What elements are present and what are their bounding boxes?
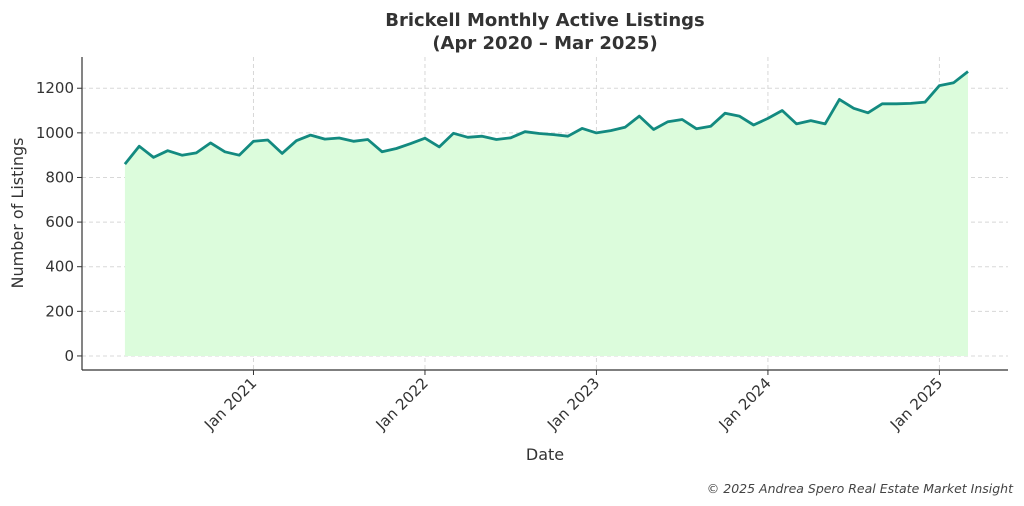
y-tick-label: 0	[64, 347, 74, 365]
y-tick-label: 600	[45, 213, 74, 231]
listings-line	[123, 70, 969, 165]
chart-title-line1: Brickell Monthly Active Listings	[385, 10, 705, 31]
data-points	[124, 71, 968, 165]
y-tick-label: 800	[45, 168, 74, 186]
y-tick-label: 200	[45, 302, 74, 320]
listings-area-fill	[124, 71, 968, 356]
y-tick-label: 1000	[36, 124, 74, 142]
chart-title-line2: (Apr 2020 – Mar 2025)	[432, 33, 657, 54]
x-tick-label: Jan 2022	[372, 374, 432, 434]
x-ticks: Jan 2021 Jan 2022 Jan 2023 Jan 2024 Jan 2025	[200, 370, 946, 434]
y-ticks: 0 200 400 600 800 1000 1200	[36, 79, 82, 365]
x-tick-label: Jan 2021	[200, 374, 260, 434]
x-tick-label: Jan 2025	[886, 374, 946, 434]
x-tick-label: Jan 2024	[715, 374, 775, 434]
y-axis-label: Number of Listings	[8, 138, 27, 289]
copyright-footer: © 2025 Andrea Spero Real Estate Market I…	[707, 481, 1014, 496]
y-tick-label: 1200	[36, 79, 74, 97]
x-tick-label: Jan 2023	[543, 374, 603, 434]
y-tick-label: 400	[45, 258, 74, 276]
x-axis-label: Date	[526, 445, 564, 464]
